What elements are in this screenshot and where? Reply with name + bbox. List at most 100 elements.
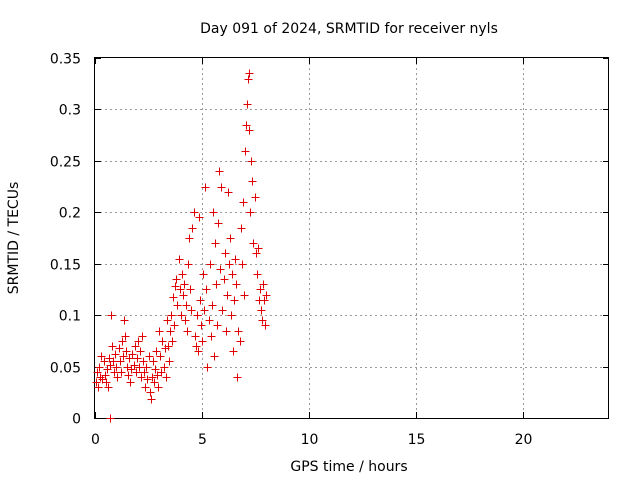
data-point bbox=[190, 208, 199, 217]
data-point bbox=[145, 352, 154, 361]
data-point bbox=[203, 363, 212, 372]
data-point bbox=[130, 361, 139, 370]
data-point bbox=[175, 255, 184, 264]
data-point bbox=[216, 265, 225, 274]
y-tick-label: 0.15 bbox=[50, 258, 81, 274]
data-point bbox=[128, 350, 137, 359]
data-point bbox=[158, 337, 167, 346]
data-point bbox=[107, 311, 116, 320]
data-point bbox=[104, 383, 113, 392]
data-point bbox=[199, 270, 208, 279]
data-point bbox=[163, 316, 172, 325]
y-tick-label: 0.2 bbox=[59, 206, 81, 222]
data-point bbox=[227, 311, 236, 320]
data-point bbox=[166, 327, 175, 336]
data-point bbox=[134, 337, 143, 346]
data-point bbox=[251, 193, 260, 202]
data-point bbox=[196, 296, 205, 305]
data-point bbox=[113, 373, 122, 382]
data-point bbox=[218, 306, 227, 315]
data-point bbox=[106, 414, 115, 423]
data-point bbox=[206, 260, 215, 269]
data-point bbox=[160, 363, 169, 372]
y-tick-label: 0.35 bbox=[50, 52, 81, 68]
data-point bbox=[168, 337, 177, 346]
data-point bbox=[146, 388, 155, 397]
data-point bbox=[123, 363, 132, 372]
data-point bbox=[165, 357, 174, 366]
data-point bbox=[143, 375, 152, 384]
data-point bbox=[135, 363, 144, 372]
data-point bbox=[138, 332, 147, 341]
data-point bbox=[233, 373, 242, 382]
data-point bbox=[116, 357, 125, 366]
data-point bbox=[151, 365, 160, 374]
data-point bbox=[180, 280, 189, 289]
data-point bbox=[254, 244, 263, 253]
data-point bbox=[121, 332, 130, 341]
data-point bbox=[210, 352, 219, 361]
data-point bbox=[236, 337, 245, 346]
data-point bbox=[139, 357, 148, 366]
data-point bbox=[187, 306, 196, 315]
data-point bbox=[221, 249, 230, 258]
data-point bbox=[243, 100, 252, 109]
data-point bbox=[126, 378, 135, 387]
data-point bbox=[245, 126, 254, 135]
data-point bbox=[95, 363, 104, 372]
x-tick-label: 0 bbox=[91, 432, 100, 448]
data-point bbox=[191, 332, 200, 341]
data-point bbox=[93, 368, 102, 377]
data-point bbox=[169, 293, 178, 302]
x-tick-label: 15 bbox=[408, 432, 426, 448]
data-point bbox=[259, 280, 268, 289]
data-point bbox=[231, 255, 240, 264]
data-point bbox=[147, 395, 156, 404]
data-point bbox=[141, 383, 150, 392]
data-point bbox=[232, 280, 241, 289]
data-point bbox=[209, 208, 218, 217]
data-point bbox=[179, 291, 188, 300]
data-point bbox=[178, 270, 187, 279]
x-tick-label: 5 bbox=[198, 432, 207, 448]
data-point bbox=[119, 352, 128, 361]
data-point bbox=[112, 363, 121, 372]
data-point bbox=[132, 368, 141, 377]
data-point bbox=[220, 275, 229, 284]
data-point bbox=[157, 368, 166, 377]
data-point bbox=[248, 177, 257, 186]
data-point bbox=[173, 301, 182, 310]
data-point bbox=[261, 321, 270, 330]
x-axis-label: GPS time / hours bbox=[290, 459, 407, 475]
data-point bbox=[205, 316, 214, 325]
data-point bbox=[184, 260, 193, 269]
data-point bbox=[181, 316, 190, 325]
data-point bbox=[148, 373, 157, 382]
x-tick-labels: 0 5 10 15 20 bbox=[91, 432, 532, 448]
data-point bbox=[133, 354, 142, 363]
data-point bbox=[213, 321, 222, 330]
data-point bbox=[149, 357, 158, 366]
data-point bbox=[193, 311, 202, 320]
data-point bbox=[237, 224, 246, 233]
data-point bbox=[111, 350, 120, 359]
data-point bbox=[234, 327, 243, 336]
data-point bbox=[258, 316, 267, 325]
data-point bbox=[262, 291, 271, 300]
data-point bbox=[245, 69, 254, 78]
data-point bbox=[260, 296, 269, 305]
data-point bbox=[122, 347, 131, 356]
data-point bbox=[131, 342, 140, 351]
data-point bbox=[136, 347, 145, 356]
data-point bbox=[253, 270, 262, 279]
y-tick-labels: 0 0.05 0.1 0.15 0.2 0.25 0.3 0.35 bbox=[50, 52, 81, 428]
data-point bbox=[249, 239, 258, 248]
y-tick-label: 0.1 bbox=[59, 309, 81, 325]
data-point bbox=[207, 332, 216, 341]
data-point bbox=[101, 371, 110, 380]
data-point bbox=[115, 344, 124, 353]
data-point bbox=[238, 260, 247, 269]
data-point bbox=[252, 249, 261, 258]
data-point bbox=[192, 342, 201, 351]
